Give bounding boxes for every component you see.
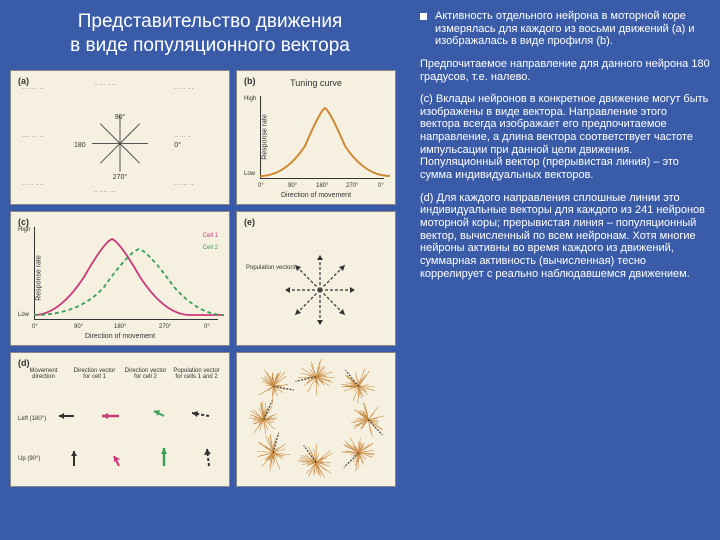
figure-d: (d) Movement direction Direction vector … <box>10 352 230 487</box>
para-4: (d) Для каждого направления сплошные лин… <box>420 192 710 280</box>
figure-grid: (a) ··· ···· ·· ·· ··· ···· ··· ·· ··· ·… <box>10 70 410 487</box>
para-3: (c) Вклады нейронов в конкретное движени… <box>420 93 710 181</box>
bursts <box>240 356 392 484</box>
tuning-curve-svg <box>260 96 390 184</box>
title-line-1: Представительство движения <box>18 10 402 34</box>
figure-e-top: (e) Population vectors <box>236 211 396 346</box>
figure-b: (b) Tuning curve Response rate Direction… <box>236 70 396 205</box>
bullet-icon <box>420 13 427 20</box>
text-column: Активность отдельного нейрона в моторной… <box>420 10 710 290</box>
para-1: Активность отдельного нейрона в моторной… <box>420 10 710 48</box>
slide-title: Представительство движения в виде популя… <box>10 10 410 58</box>
figure-a: (a) ··· ···· ·· ·· ··· ···· ··· ·· ··· ·… <box>10 70 230 205</box>
figure-e-burst <box>236 352 396 487</box>
figure-c: (c) Response rate Direction of movement … <box>10 211 230 346</box>
title-line-2: в виде популяционного вектора <box>18 34 402 58</box>
vector-arrows <box>14 356 230 487</box>
para-2: Предпочитаемое направление для данного н… <box>420 58 710 83</box>
figure-c-label: (c) <box>18 217 29 227</box>
two-curves-svg <box>34 227 224 325</box>
figure-a-label: (a) <box>18 76 29 86</box>
pop-vector-star <box>240 215 396 346</box>
